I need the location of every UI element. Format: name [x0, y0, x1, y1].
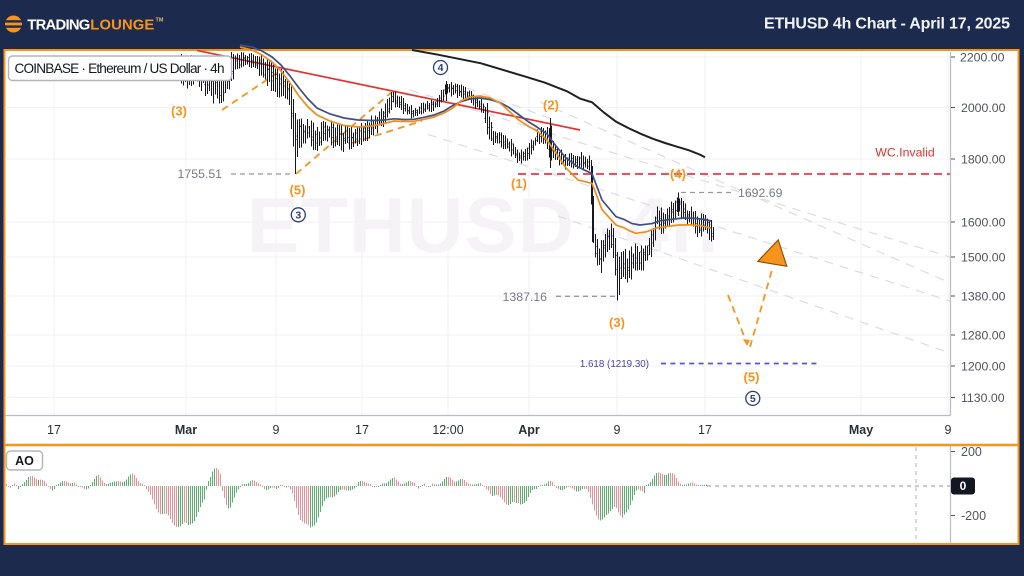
svg-text:2200.00: 2200.00 — [960, 51, 1005, 65]
svg-text:1.618 (1219.30): 1.618 (1219.30) — [580, 359, 649, 370]
svg-text:(2): (2) — [543, 98, 559, 113]
svg-text:AO: AO — [15, 454, 34, 468]
svg-text:1800.00: 1800.00 — [961, 153, 1006, 167]
svg-text:1200.00: 1200.00 — [961, 360, 1006, 374]
svg-text:TRADING: TRADING — [27, 17, 90, 33]
svg-text:1380.00: 1380.00 — [961, 290, 1006, 304]
svg-text:1600.00: 1600.00 — [961, 216, 1006, 230]
svg-text:Apr: Apr — [518, 423, 540, 437]
svg-text:(5): (5) — [290, 183, 306, 198]
svg-text:17: 17 — [355, 423, 369, 437]
svg-text:9: 9 — [614, 423, 621, 437]
svg-text:1130.00: 1130.00 — [961, 391, 1005, 405]
svg-text:LOUNGE: LOUNGE — [90, 17, 154, 33]
svg-text:TM: TM — [156, 18, 164, 24]
svg-text:200: 200 — [961, 445, 982, 459]
svg-text:1280.00: 1280.00 — [961, 329, 1006, 343]
svg-text:(3): (3) — [609, 315, 625, 330]
svg-text:17: 17 — [698, 423, 712, 437]
svg-text:4: 4 — [438, 62, 444, 74]
svg-text:5: 5 — [750, 393, 756, 405]
svg-text:1692.69: 1692.69 — [738, 186, 783, 200]
svg-text:2000.00: 2000.00 — [961, 101, 1006, 115]
svg-text:3: 3 — [295, 210, 301, 222]
svg-text:-200: -200 — [961, 509, 986, 523]
svg-text:(3): (3) — [171, 104, 187, 119]
svg-text:Mar: Mar — [175, 423, 197, 437]
svg-text:(1): (1) — [511, 176, 527, 191]
svg-text:1500.00: 1500.00 — [961, 251, 1006, 265]
svg-text:1387.16: 1387.16 — [503, 290, 548, 304]
svg-text:0: 0 — [960, 479, 967, 493]
svg-text:9: 9 — [945, 423, 952, 437]
svg-text:17: 17 — [47, 423, 61, 437]
svg-text:WC.Invalid: WC.Invalid — [875, 145, 935, 159]
svg-text:COINBASE · Ethereum / US Dolla: COINBASE · Ethereum / US Dollar · 4h — [15, 61, 225, 76]
svg-text:1755.51: 1755.51 — [178, 167, 223, 181]
svg-text:(4): (4) — [670, 167, 686, 182]
svg-text:(5): (5) — [744, 370, 760, 385]
svg-text:May: May — [849, 423, 873, 437]
svg-text:12:00: 12:00 — [432, 423, 463, 437]
svg-text:ETHUSD 4h Chart - April 17, 20: ETHUSD 4h Chart - April 17, 2025 — [764, 16, 1010, 33]
svg-text:9: 9 — [273, 423, 280, 437]
